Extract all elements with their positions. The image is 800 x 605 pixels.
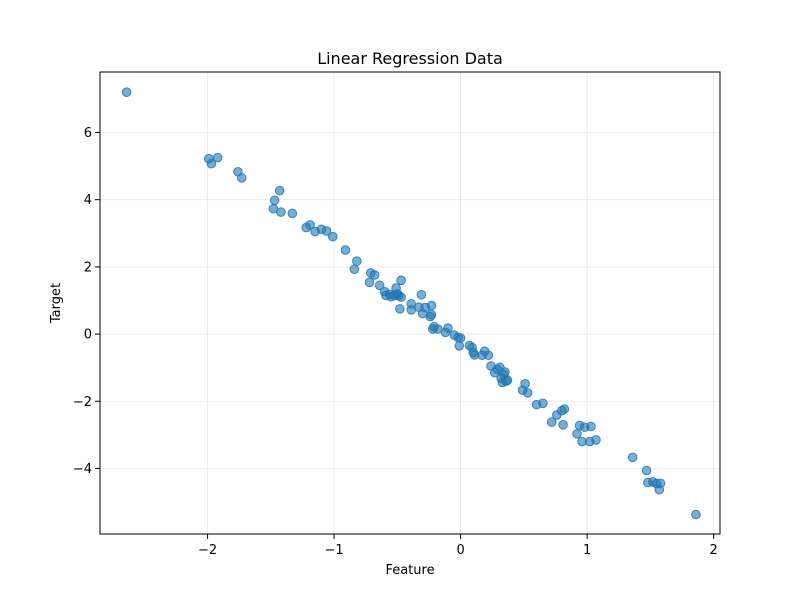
- data-point: [538, 398, 548, 409]
- y-axis-title: Target: [49, 283, 64, 324]
- plot-frame: [99, 71, 721, 535]
- data-point: [691, 509, 701, 520]
- data-point: [369, 270, 380, 280]
- data-point: [276, 207, 286, 217]
- y-tick-label: 2: [84, 260, 92, 275]
- grid: [100, 72, 720, 534]
- data-point: [443, 323, 453, 333]
- data-point: [641, 465, 652, 476]
- data-point: [416, 289, 427, 300]
- data-point: [426, 309, 437, 320]
- data-point: [520, 379, 530, 389]
- data-point: [121, 87, 132, 97]
- data-point: [559, 404, 570, 414]
- y-tick-label: −2: [73, 395, 92, 410]
- data-points: [121, 87, 701, 520]
- data-point: [364, 277, 375, 288]
- data-point: [655, 478, 666, 489]
- data-point: [321, 226, 332, 236]
- data-point: [374, 280, 385, 291]
- data-point: [502, 375, 513, 385]
- x-tick-label: 2: [710, 543, 718, 558]
- data-point: [522, 388, 533, 398]
- data-point: [287, 208, 298, 219]
- data-point: [500, 367, 510, 377]
- data-point: [328, 231, 338, 242]
- y-tick-label: 4: [84, 193, 92, 208]
- data-point: [349, 264, 360, 275]
- axis-ticks: −2 −1 0 1 2 −4 −2 0 2 4 6: [73, 126, 718, 558]
- y-tick-label: 6: [84, 126, 92, 141]
- data-point: [269, 195, 280, 206]
- x-tick-label: 1: [583, 543, 591, 558]
- y-tick-label: −4: [73, 462, 92, 477]
- y-tick-label: 0: [84, 328, 92, 343]
- data-point: [274, 185, 285, 196]
- data-point: [591, 435, 601, 445]
- x-tick-label: 0: [456, 543, 464, 558]
- data-point: [395, 304, 405, 314]
- x-tick-label: −1: [324, 543, 343, 558]
- data-point: [454, 341, 465, 351]
- data-point: [305, 220, 315, 230]
- data-point: [340, 245, 351, 255]
- data-point: [396, 275, 406, 286]
- data-point: [627, 452, 638, 463]
- data-point: [236, 173, 247, 183]
- data-point: [426, 300, 437, 311]
- data-point: [396, 292, 406, 302]
- data-point: [212, 152, 223, 163]
- data-point: [558, 420, 568, 430]
- data-point: [455, 333, 466, 343]
- chart-title: Linear Regression Data: [317, 49, 503, 68]
- data-point: [586, 421, 596, 432]
- data-point: [483, 350, 494, 361]
- data-point: [352, 256, 362, 266]
- data-point: [572, 429, 582, 439]
- x-axis-title: Feature: [385, 563, 434, 578]
- data-point: [546, 417, 557, 427]
- data-point: [206, 158, 217, 169]
- x-tick-label: −2: [198, 543, 217, 558]
